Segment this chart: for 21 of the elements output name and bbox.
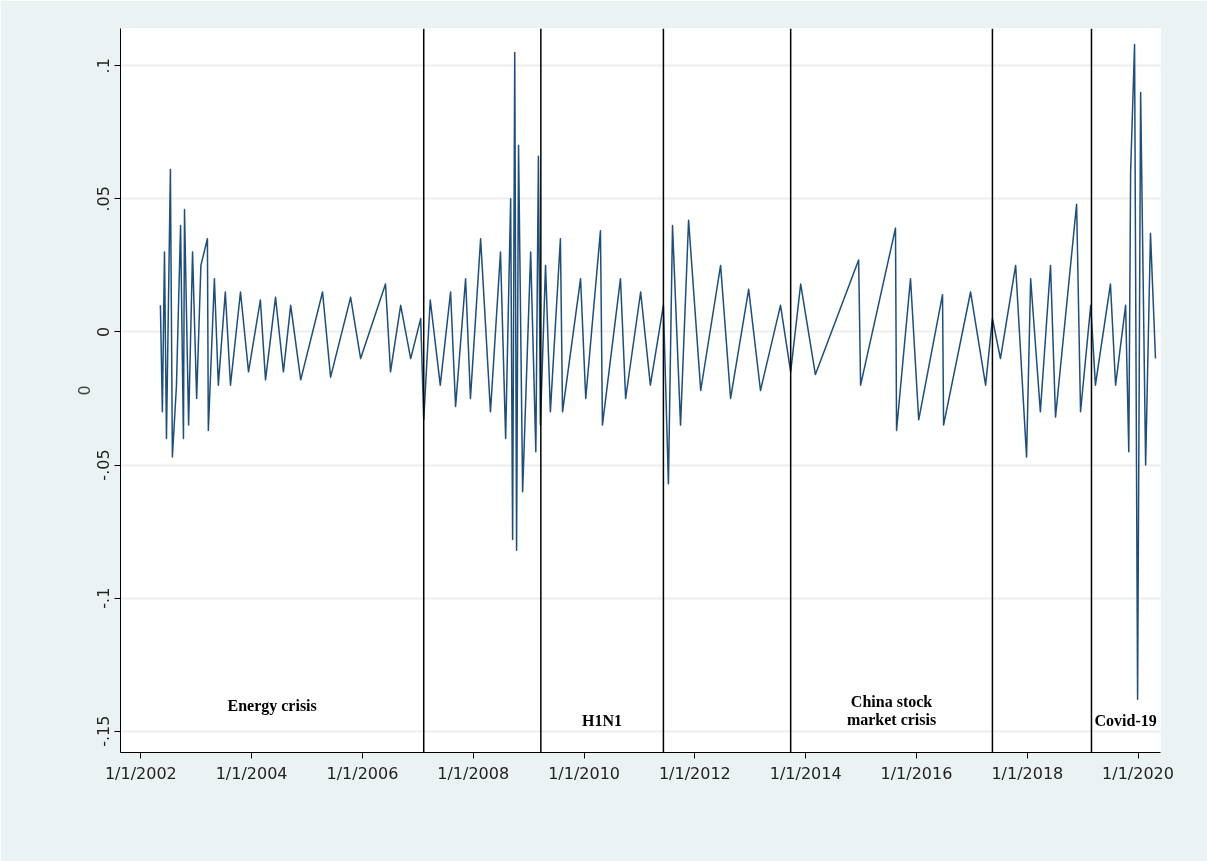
- x-tick-label: 1/1/2004: [215, 763, 288, 783]
- x-tick-label: 1/1/2006: [326, 763, 399, 783]
- x-tick-label: 1/1/2008: [437, 763, 510, 783]
- annotation: Covid-19: [1094, 712, 1157, 730]
- x-tick-label: 1/1/2002: [104, 763, 177, 783]
- annotation: H1N1: [582, 712, 623, 730]
- y-tick-label: .1: [94, 58, 114, 74]
- x-tick-label: 1/1/2012: [658, 763, 731, 783]
- y-tick-label: -.05: [94, 449, 114, 481]
- x-tick-label: 1/1/2020: [1102, 763, 1174, 783]
- x-tick-label: 1/1/2014: [769, 763, 842, 783]
- y-axis-title: 0: [74, 385, 94, 396]
- y-tick-label: .05: [94, 186, 114, 212]
- annotation: Energy crisis: [227, 696, 317, 715]
- x-tick-label: 1/1/2010: [548, 763, 620, 783]
- annotation: China stock market crisis: [846, 693, 937, 728]
- x-tick-label: 1/1/2016: [880, 763, 953, 783]
- y-tick-label: -.15: [94, 715, 114, 747]
- y-tick-label: -.1: [94, 587, 114, 609]
- y-tick-label: 0: [94, 326, 114, 338]
- x-tick-label: 1/1/2018: [991, 763, 1064, 783]
